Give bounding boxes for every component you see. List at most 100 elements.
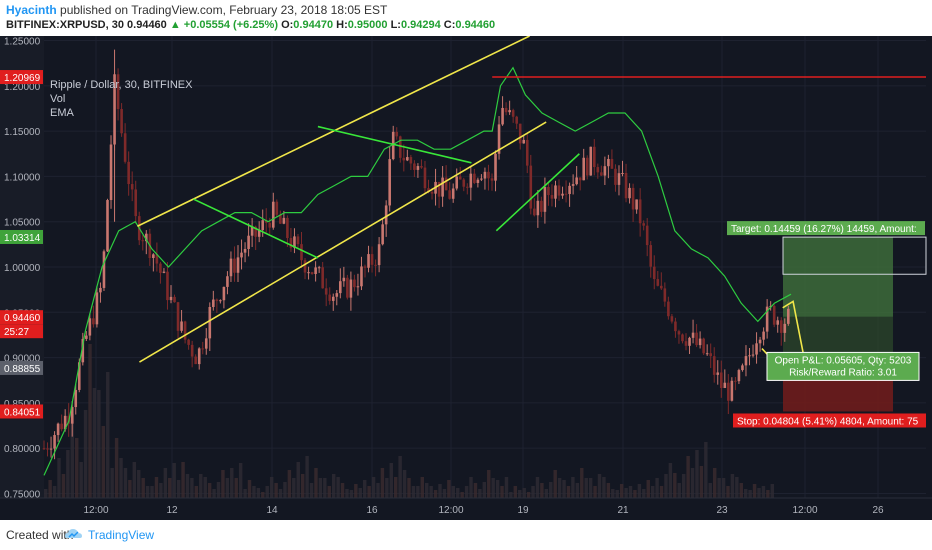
- volume-bar: [526, 492, 531, 498]
- candle-body: [719, 372, 723, 388]
- volume-bar: [464, 486, 469, 498]
- candle-body: [674, 321, 677, 332]
- volume-bar: [163, 468, 168, 498]
- candle-body: [176, 302, 180, 331]
- volume-bar: [411, 486, 416, 498]
- volume-bar: [735, 477, 739, 498]
- volume-bar: [743, 489, 748, 498]
- legend-ema[interactable]: EMA: [50, 107, 74, 119]
- volume-bar: [469, 477, 473, 498]
- candle-body: [466, 186, 469, 188]
- tradingview-brand[interactable]: TradingView: [88, 528, 155, 542]
- volume-bar: [482, 482, 487, 498]
- x-tick-label: 23: [716, 505, 728, 516]
- candle-body: [296, 236, 300, 245]
- candle-body: [310, 272, 314, 275]
- close-label: C:: [443, 19, 456, 31]
- candle-body: [190, 344, 194, 357]
- candle-body: [53, 435, 56, 449]
- candle-body: [508, 110, 511, 113]
- candle-body: [201, 348, 205, 350]
- price-label: 0.94460: [4, 313, 41, 324]
- candle-body: [152, 254, 155, 258]
- volume-bar: [376, 483, 380, 498]
- volume-bar: [238, 463, 243, 498]
- volume-bar: [420, 477, 425, 498]
- volume-bar: [398, 456, 402, 498]
- candle-body: [511, 110, 515, 117]
- legend-vol[interactable]: Vol: [50, 93, 66, 105]
- candle-body: [257, 230, 261, 237]
- volume-bar: [190, 478, 194, 498]
- candle-body: [617, 173, 621, 185]
- volume-bar: [606, 483, 611, 498]
- volume-bar: [447, 480, 451, 498]
- volume-bar: [442, 489, 447, 498]
- candle-body: [275, 201, 279, 215]
- publish-text: published on TradingView.com, February 2…: [60, 3, 388, 17]
- candle-body: [522, 139, 526, 144]
- y-tick-label: 0.80000: [4, 444, 41, 455]
- chart-area[interactable]: 1.25000 1.20000 1.15000 1.10000 1.05000 1.000…: [0, 36, 932, 520]
- candle-body: [592, 146, 596, 168]
- ohlc-line: BITFINEX:XRPUSD, 30 0.94460 ▲ +0.05554 (…: [6, 19, 495, 31]
- volume-bar: [491, 478, 495, 498]
- volume-bar: [602, 477, 606, 498]
- y-tick-label: 1.05000: [4, 218, 41, 229]
- candle-body: [667, 301, 670, 317]
- author-link[interactable]: Hyacinth: [6, 3, 57, 17]
- candle-body: [649, 245, 653, 267]
- candle-body: [783, 323, 787, 333]
- volume-bar: [114, 438, 119, 498]
- volume-bar: [549, 482, 553, 498]
- channel-lower-line: [139, 121, 547, 363]
- trendline-2: [317, 125, 472, 164]
- candle-body: [85, 335, 88, 339]
- volume-bar: [407, 478, 411, 498]
- volume-bar: [199, 474, 203, 498]
- volume-bar: [340, 483, 345, 498]
- candle-body: [406, 157, 409, 161]
- candle-body: [229, 258, 233, 277]
- candle-body: [194, 356, 197, 365]
- candle-body: [624, 172, 628, 199]
- candle-body: [748, 355, 751, 357]
- volume-bar: [354, 484, 358, 498]
- y-tick-label: 0.90000: [4, 354, 41, 365]
- candle-body: [321, 267, 324, 289]
- price-chart[interactable]: 1.25000 1.20000 1.15000 1.10000 1.05000 1.000…: [0, 36, 932, 520]
- candle-body: [339, 281, 342, 294]
- stop-label-bg: [733, 413, 926, 428]
- candle-body: [159, 263, 162, 273]
- candle-body: [525, 139, 529, 166]
- volume-bar: [553, 470, 557, 498]
- candle-body: [331, 296, 335, 301]
- candle-body: [684, 341, 688, 346]
- candle-body: [772, 305, 776, 325]
- candle-body: [204, 338, 208, 349]
- volume-bar: [305, 456, 309, 498]
- candle-body: [63, 415, 67, 430]
- volume-bar: [646, 480, 650, 498]
- volume-bar: [739, 483, 743, 498]
- price-label: 0.88855: [4, 364, 41, 375]
- volume-bar: [615, 490, 619, 498]
- volume-bar: [433, 490, 438, 498]
- candle-body: [233, 258, 236, 273]
- volume-bar: [106, 372, 110, 498]
- candle-body: [621, 172, 624, 174]
- candle-body: [547, 186, 550, 196]
- volume-bar: [429, 486, 433, 498]
- candle-body: [645, 225, 649, 246]
- volume-bar: [766, 490, 770, 498]
- volume-bar: [557, 478, 562, 498]
- candle-body: [480, 178, 483, 180]
- volume-bar: [717, 478, 721, 498]
- volume-bar: [504, 477, 509, 498]
- volume-bar: [212, 489, 216, 498]
- target-label: Target: 0.14459 (16.27%) 14459, Amount:: [731, 224, 917, 235]
- candle-body: [677, 331, 681, 335]
- chart-header: Hyacinth published on TradingView.com, F…: [0, 0, 932, 36]
- candle-body: [751, 354, 755, 356]
- candle-body: [614, 168, 617, 185]
